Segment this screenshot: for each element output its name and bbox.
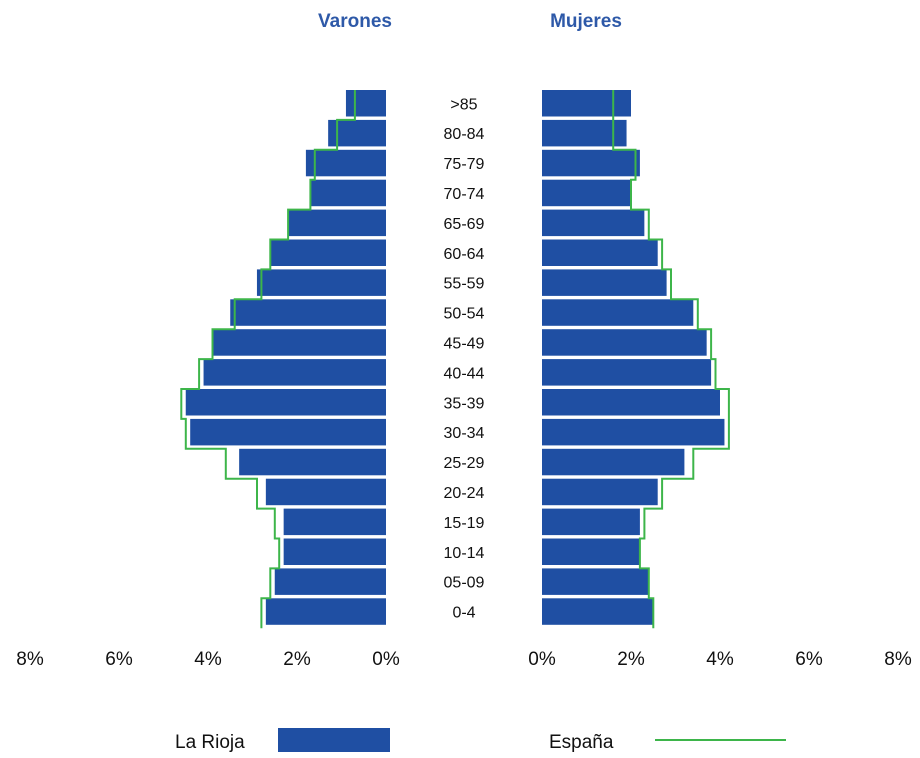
bar-varones-8: [212, 329, 386, 356]
tick-left-4: 0%: [372, 649, 400, 670]
left-title-varones: Varones: [318, 11, 392, 32]
age-label-14: 15-19: [444, 515, 485, 532]
bar-mujeres-17: [542, 598, 654, 625]
bar-mujeres-7: [542, 299, 694, 326]
bar-varones-15: [283, 538, 386, 565]
bar-mujeres-15: [542, 538, 640, 565]
age-label-5: 60-64: [444, 246, 485, 263]
legend-label-espana: España: [549, 732, 614, 753]
bar-mujeres-8: [542, 329, 707, 356]
age-label-15: 10-14: [444, 545, 485, 562]
age-label-2: 75-79: [444, 156, 485, 173]
bar-mujeres-9: [542, 359, 712, 386]
bar-varones-13: [265, 478, 386, 506]
bar-varones-16: [274, 568, 386, 595]
bar-mujeres-12: [542, 448, 685, 476]
bar-mujeres-3: [542, 179, 631, 207]
tick-left-3: 2%: [283, 649, 311, 670]
bar-mujeres-16: [542, 568, 649, 595]
tick-right-0: 0%: [528, 649, 556, 670]
x-axis-ticks: 8% 6% 4% 2% 0% 0% 2% 4% 6% 8%: [16, 649, 912, 670]
bar-mujeres-2: [542, 149, 640, 177]
age-label-13: 20-24: [444, 485, 485, 502]
age-label-4: 65-69: [444, 216, 485, 233]
bar-varones-11: [190, 418, 386, 446]
varones-bars: [185, 90, 386, 625]
age-label-9: 40-44: [444, 365, 485, 382]
bar-mujeres-5: [542, 239, 658, 266]
tick-right-4: 8%: [884, 649, 912, 670]
legend-swatch-la-rioja: [278, 728, 390, 752]
bar-mujeres-10: [542, 389, 720, 416]
bar-varones-4: [288, 209, 386, 237]
age-label-7: 50-54: [444, 306, 485, 323]
bar-mujeres-4: [542, 209, 645, 237]
age-label-10: 35-39: [444, 395, 485, 412]
tick-left-2: 4%: [194, 649, 222, 670]
age-group-labels: >85 80-84 75-79 70-74 65-69 60-64 55-59 50-54 45…: [444, 96, 485, 621]
age-label-8: 45-49: [444, 335, 485, 352]
mujeres-bars: [542, 90, 725, 625]
bar-varones-6: [256, 269, 386, 296]
age-label-17: 0-4: [452, 605, 475, 622]
bar-varones-3: [310, 179, 386, 207]
bar-varones-2: [305, 149, 386, 177]
tick-left-0: 8%: [16, 649, 44, 670]
bar-mujeres-6: [542, 269, 667, 296]
age-label-0: >85: [450, 96, 477, 113]
right-title-mujeres: Mujeres: [550, 11, 622, 32]
bar-varones-17: [265, 598, 386, 625]
bar-varones-14: [283, 508, 386, 536]
bar-mujeres-0: [542, 90, 631, 117]
espana-line-mujeres: [612, 90, 730, 629]
age-label-3: 70-74: [444, 186, 485, 203]
espana-line-varones: [180, 90, 356, 629]
tick-right-2: 4%: [706, 649, 734, 670]
bar-varones-12: [239, 448, 386, 476]
bar-varones-9: [203, 359, 386, 386]
age-label-6: 55-59: [444, 276, 485, 293]
bar-varones-0: [345, 90, 386, 117]
tick-right-3: 6%: [795, 649, 823, 670]
age-label-11: 30-34: [444, 425, 485, 442]
bar-varones-5: [270, 239, 386, 266]
espana-lines: [180, 90, 730, 629]
bar-varones-10: [185, 389, 386, 416]
bar-mujeres-14: [542, 508, 640, 536]
age-label-16: 05-09: [444, 575, 485, 592]
bar-mujeres-11: [542, 418, 725, 446]
bar-varones-7: [230, 299, 386, 326]
tick-left-1: 6%: [105, 649, 133, 670]
legend: La Rioja España: [175, 728, 786, 753]
bar-mujeres-13: [542, 478, 658, 506]
age-label-12: 25-29: [444, 455, 485, 472]
age-label-1: 80-84: [444, 126, 485, 143]
tick-right-1: 2%: [617, 649, 645, 670]
legend-label-la-rioja: La Rioja: [175, 732, 245, 753]
